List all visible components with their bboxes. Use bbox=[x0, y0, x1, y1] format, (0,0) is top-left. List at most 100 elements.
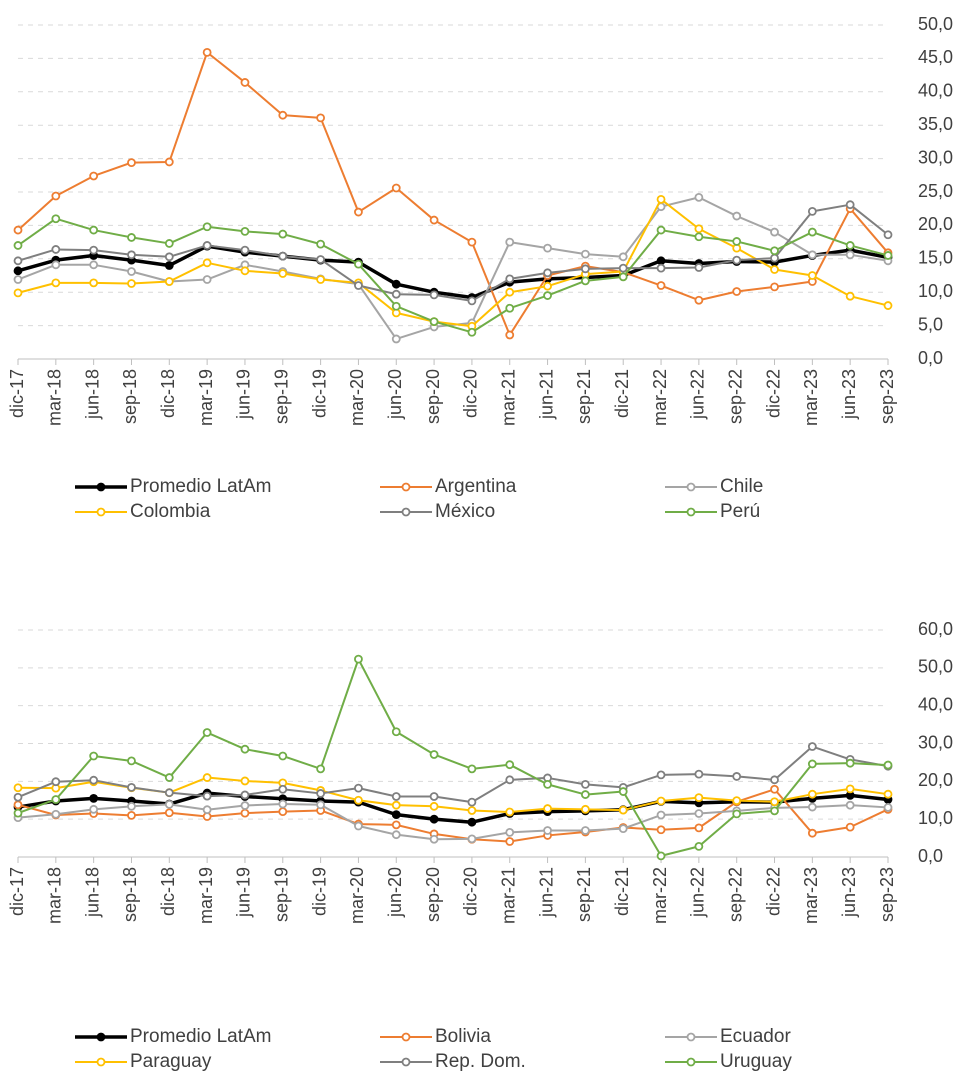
point bbox=[732, 772, 742, 781]
point bbox=[845, 800, 855, 810]
point bbox=[164, 157, 174, 167]
point bbox=[656, 256, 666, 266]
point bbox=[656, 851, 666, 861]
point bbox=[543, 826, 552, 835]
point bbox=[202, 258, 212, 268]
legend-label: Bolivia bbox=[435, 1026, 491, 1047]
point bbox=[618, 787, 628, 796]
point bbox=[505, 807, 515, 817]
point bbox=[164, 800, 174, 809]
point bbox=[51, 191, 61, 201]
point bbox=[278, 269, 288, 278]
point bbox=[127, 801, 136, 811]
point bbox=[51, 777, 61, 787]
y-tick-label: 5,0 bbox=[918, 314, 943, 334]
x-tick-label: jun-23 bbox=[839, 867, 859, 918]
point bbox=[202, 47, 212, 57]
point bbox=[354, 795, 363, 805]
x-tick-label: mar-19 bbox=[196, 867, 216, 924]
point bbox=[89, 171, 99, 181]
x-tick-label: mar-23 bbox=[801, 369, 821, 426]
point bbox=[656, 281, 666, 290]
point bbox=[694, 823, 704, 833]
point bbox=[13, 288, 23, 298]
point bbox=[845, 250, 855, 260]
y-tick-label: 40,0 bbox=[918, 694, 953, 714]
point bbox=[732, 211, 742, 221]
y-tick-label: 10,0 bbox=[918, 808, 953, 828]
point bbox=[467, 834, 477, 844]
point bbox=[391, 289, 401, 299]
y-tick-label: 10,0 bbox=[918, 281, 953, 301]
series-line bbox=[17, 196, 889, 340]
point bbox=[656, 263, 666, 273]
point bbox=[505, 775, 515, 785]
point bbox=[391, 279, 401, 289]
point bbox=[13, 275, 23, 284]
point bbox=[807, 271, 817, 280]
legend-marker bbox=[96, 482, 106, 492]
point bbox=[240, 790, 250, 800]
x-tick-label: mar-22 bbox=[650, 867, 670, 924]
x-tick-label: jun-18 bbox=[82, 867, 102, 918]
point bbox=[505, 760, 515, 770]
series-line bbox=[17, 51, 889, 336]
point bbox=[505, 274, 515, 284]
point bbox=[429, 814, 439, 824]
point bbox=[51, 795, 61, 804]
point bbox=[770, 253, 779, 263]
point bbox=[202, 728, 212, 737]
x-tick-label: sep-20 bbox=[423, 867, 443, 922]
point bbox=[807, 828, 817, 838]
point bbox=[732, 255, 742, 265]
x-tick-label: dic-21 bbox=[612, 867, 632, 916]
point bbox=[240, 245, 250, 255]
y-tick-label: 60,0 bbox=[918, 619, 953, 639]
x-tick-label: jun-21 bbox=[536, 867, 556, 918]
point bbox=[51, 809, 61, 819]
x-tick-label: dic-18 bbox=[158, 369, 178, 418]
point bbox=[127, 158, 136, 168]
point bbox=[467, 817, 477, 827]
series-line bbox=[17, 244, 889, 300]
x-tick-label: jun-22 bbox=[688, 867, 708, 918]
point bbox=[770, 784, 779, 794]
point bbox=[543, 779, 552, 789]
point bbox=[89, 775, 99, 785]
point bbox=[694, 263, 704, 272]
point bbox=[467, 764, 477, 774]
point bbox=[580, 826, 590, 835]
point bbox=[354, 281, 363, 290]
legend-marker bbox=[401, 507, 411, 517]
point bbox=[429, 215, 439, 225]
point bbox=[845, 822, 855, 832]
point bbox=[429, 834, 439, 844]
y-tick-label: 25,0 bbox=[918, 181, 953, 201]
x-tick-label: sep-23 bbox=[877, 867, 897, 922]
series-line bbox=[17, 217, 889, 334]
point bbox=[278, 807, 288, 816]
legend-marker bbox=[686, 507, 696, 517]
point bbox=[13, 256, 23, 266]
point bbox=[656, 194, 666, 204]
x-tick-label: dic-20 bbox=[461, 867, 481, 916]
point bbox=[89, 225, 99, 235]
series-line bbox=[17, 198, 889, 328]
x-tick-label: dic-17 bbox=[7, 867, 27, 916]
point bbox=[618, 263, 628, 273]
x-tick-label: jun-22 bbox=[688, 369, 708, 420]
point bbox=[391, 800, 401, 810]
point bbox=[429, 801, 439, 811]
legend-label: Uruguay bbox=[720, 1051, 792, 1072]
point bbox=[278, 751, 288, 761]
point bbox=[164, 261, 174, 270]
point bbox=[429, 750, 439, 759]
point bbox=[580, 804, 590, 814]
point bbox=[543, 281, 552, 291]
point bbox=[202, 773, 212, 782]
x-tick-label: jun-19 bbox=[234, 369, 254, 420]
point bbox=[543, 291, 552, 300]
point bbox=[770, 806, 779, 816]
x-tick-label: sep-18 bbox=[120, 867, 140, 922]
point bbox=[89, 804, 99, 814]
